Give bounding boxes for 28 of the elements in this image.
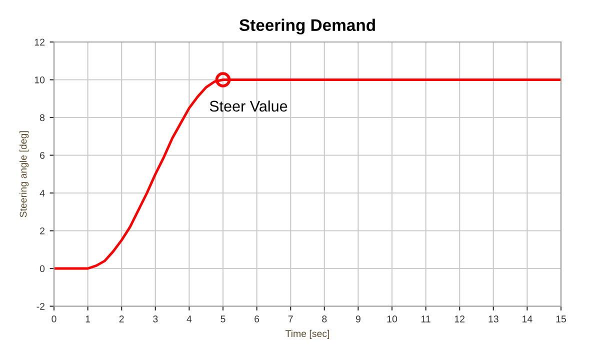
x-tick-label: 1	[86, 316, 90, 322]
y-tick-label: -2	[36, 302, 44, 310]
x-tick-label: 3	[153, 316, 158, 322]
y-tick-label: 2	[40, 227, 44, 234]
x-tick-label: 7	[288, 316, 293, 322]
annotation: Steer Value	[210, 100, 288, 112]
y-tick-label: 10	[34, 76, 45, 84]
x-tick-label: 6	[254, 316, 260, 322]
x-tick-label: 12	[454, 316, 465, 322]
x-tick-label: 9	[356, 316, 360, 322]
y-tick-label: 8	[40, 114, 45, 122]
y-axis-title: Steering angle [deg]	[20, 131, 29, 218]
x-tick-label: 15	[556, 316, 566, 322]
chart-title: Steering Demand	[239, 18, 375, 34]
y-tick-label: 6	[40, 152, 45, 159]
x-tick-label: 14	[522, 316, 532, 322]
y-tick-label: 4	[40, 190, 45, 197]
x-tick-label: 2	[119, 316, 124, 322]
x-tick-label: 0	[52, 316, 56, 322]
x-axis-title: Time [sec]	[285, 330, 330, 339]
x-tick-label: 5	[220, 316, 226, 322]
x-tick-label: 11	[421, 316, 430, 322]
x-tick-label: 10	[387, 316, 398, 322]
x-tick-label: 8	[322, 316, 327, 322]
x-tick-label: 13	[488, 316, 498, 322]
y-tick-label: 0	[40, 265, 45, 272]
y-tick-label: 12	[34, 38, 44, 46]
x-tick-label: 4	[186, 316, 192, 322]
